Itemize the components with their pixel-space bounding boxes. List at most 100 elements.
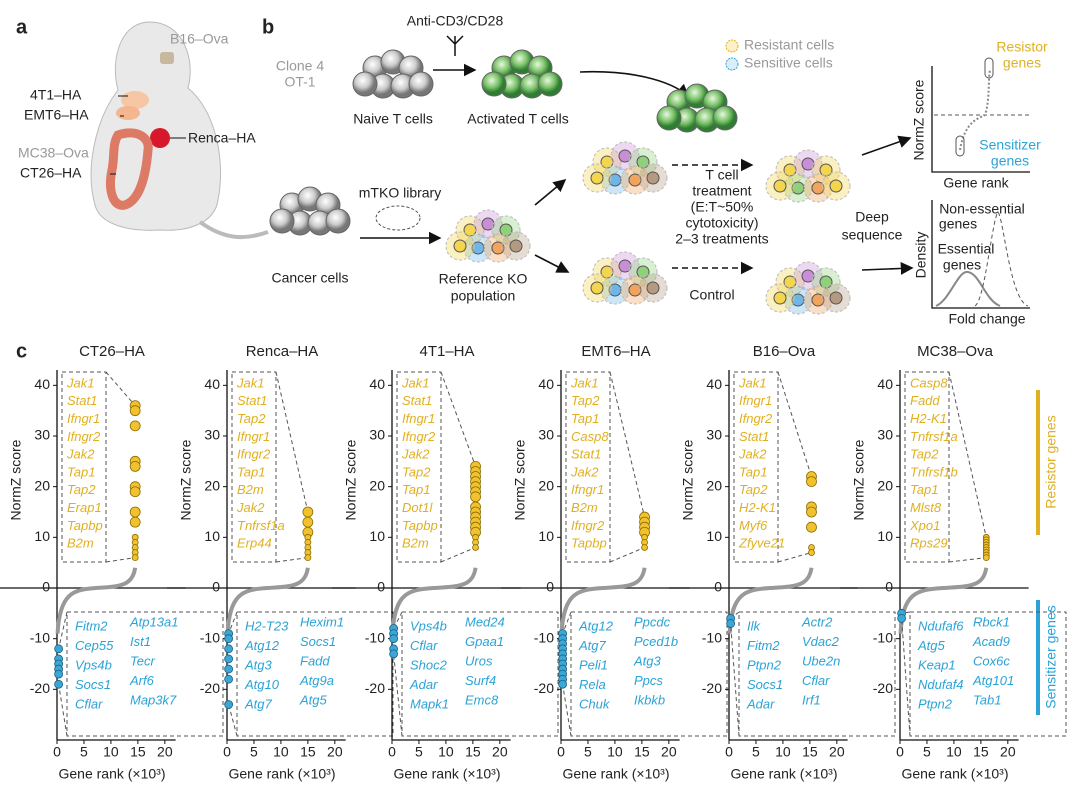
panel-label: c xyxy=(16,340,27,362)
resistor-gene: Tap1 xyxy=(67,464,95,479)
sensitizer-gene: Atg12 xyxy=(244,638,280,653)
x-tick-label: 0 xyxy=(896,744,904,760)
schematic-label: Sensitizer xyxy=(979,137,1041,153)
y-tick-label: 0 xyxy=(714,579,722,595)
cell xyxy=(656,105,682,131)
resistor-point xyxy=(472,544,479,551)
resistor-gene: Tap2 xyxy=(67,482,96,497)
resistor-gene: H2-K1 xyxy=(739,500,776,515)
sensitizer-gene: Socs1 xyxy=(300,634,336,649)
sensitizer-gene: Atg3 xyxy=(244,657,273,672)
resistor-gene: Erap1 xyxy=(67,500,102,515)
y-tick-label: 10 xyxy=(877,528,893,544)
schematic-curve xyxy=(974,211,1029,307)
sensitizer-point xyxy=(726,619,736,628)
tumor-label: 4T1–HA xyxy=(30,87,82,103)
y-tick-label: 10 xyxy=(706,528,722,544)
resistor-gene: Tap1 xyxy=(910,482,938,497)
y-tick-label: 40 xyxy=(706,376,722,392)
cell xyxy=(408,71,434,97)
sensitizer-gene: Cflar xyxy=(75,696,103,711)
resistor-gene: Jak1 xyxy=(66,375,94,390)
resistor-gene: H2-K1 xyxy=(910,411,947,426)
clone-label: Clone 4 xyxy=(276,58,324,74)
sensitizer-gene: Ptpn2 xyxy=(918,696,953,711)
y-tick-label: 20 xyxy=(204,477,220,493)
sensitizer-gene: Fitm2 xyxy=(75,618,108,633)
y-axis-label: NormZ score xyxy=(343,439,359,520)
x-tick-label: 15 xyxy=(634,744,650,760)
y-tick-label: -20 xyxy=(200,680,220,696)
x-tick-label: 5 xyxy=(80,744,88,760)
y-tick-label: 10 xyxy=(34,528,50,544)
sensitizer-gene: Acad9 xyxy=(972,634,1010,649)
x-axis-label: Gene rank (×10³) xyxy=(902,766,1009,782)
rank-curve xyxy=(390,567,478,634)
resistor-gene: Ifngr2 xyxy=(402,429,436,444)
box-leader xyxy=(948,371,987,563)
y-tick-label: 40 xyxy=(204,376,220,392)
sensitizer-point xyxy=(389,649,399,659)
arrow xyxy=(861,135,912,156)
sensitizer-point xyxy=(54,679,64,689)
resistor-gene: B2m xyxy=(237,482,264,497)
cell-nucleus xyxy=(628,283,642,297)
resistor-gene: Jak1 xyxy=(738,375,766,390)
treatment-label: (E:T~50% xyxy=(691,199,754,215)
x-tick-label: 10 xyxy=(946,744,962,760)
sensitizer-gene: Vps4b xyxy=(75,657,112,672)
cell-label: Cancer cells xyxy=(271,270,348,286)
cell-nucleus xyxy=(481,217,495,231)
resistor-gene: Tapbp xyxy=(67,518,103,533)
sensitizer-gene: Atg3 xyxy=(633,653,662,668)
cell-nucleus xyxy=(773,179,787,193)
y-tick-label: 20 xyxy=(34,477,50,493)
sensitizer-gene: Ptpn2 xyxy=(747,657,782,672)
resistor-gene: Myf6 xyxy=(739,518,768,533)
y-tick-label: -10 xyxy=(200,629,220,645)
schematic-axis-label: Density xyxy=(913,232,929,279)
cell-nucleus xyxy=(819,275,833,289)
x-tick-label: 20 xyxy=(492,744,508,760)
x-tick-label: 5 xyxy=(923,744,931,760)
x-tick-label: 0 xyxy=(223,744,231,760)
schematic-label: genes xyxy=(939,216,977,232)
y-tick-label: 30 xyxy=(34,427,50,443)
sensitizer-gene: Cep55 xyxy=(75,638,114,653)
sensitizer-gene: Ndufaf4 xyxy=(918,677,964,692)
x-tick-label: 20 xyxy=(327,744,343,760)
y-axis-label: NormZ score xyxy=(851,439,867,520)
x-tick-label: 20 xyxy=(157,744,173,760)
y-tick-label: -20 xyxy=(702,680,722,696)
box-leader xyxy=(58,611,68,737)
rank-curve xyxy=(55,567,138,634)
y-tick-label: 40 xyxy=(34,376,50,392)
schematic-label: genes xyxy=(943,257,981,273)
cell xyxy=(712,105,738,131)
resistor-gene: Ifngr2 xyxy=(739,411,773,426)
sensitizer-gene: Ppcs xyxy=(634,673,663,688)
sequence-label: Deep xyxy=(855,209,889,225)
resistor-gene: Ifngr1 xyxy=(571,482,604,497)
y-tick-label: 0 xyxy=(212,579,220,595)
cell-nucleus xyxy=(791,293,805,307)
x-tick-label: 20 xyxy=(829,744,845,760)
x-axis-label: Gene rank (×10³) xyxy=(563,766,670,782)
box-leader xyxy=(901,611,911,737)
y-tick-label: 10 xyxy=(538,528,554,544)
resistor-gene: Casp8 xyxy=(571,429,609,444)
cell-nucleus xyxy=(801,269,815,283)
resistor-box xyxy=(904,371,950,563)
y-tick-label: -20 xyxy=(534,680,554,696)
resistor-gene: Jak1 xyxy=(236,375,264,390)
plot-title: MC38–Ova xyxy=(917,343,994,360)
sensitizer-gene: Adar xyxy=(409,677,438,692)
resistor-gene: B2m xyxy=(67,536,94,551)
y-tick-label: 10 xyxy=(369,528,385,544)
resistor-point xyxy=(302,506,314,518)
sensitizer-gene: Atg10 xyxy=(244,677,280,692)
sensitizer-gene: Ilk xyxy=(747,618,762,633)
legend-label: Resistant cells xyxy=(744,37,834,53)
antibody-label: Anti-CD3/CD28 xyxy=(407,13,504,29)
cell-nucleus xyxy=(590,281,604,295)
